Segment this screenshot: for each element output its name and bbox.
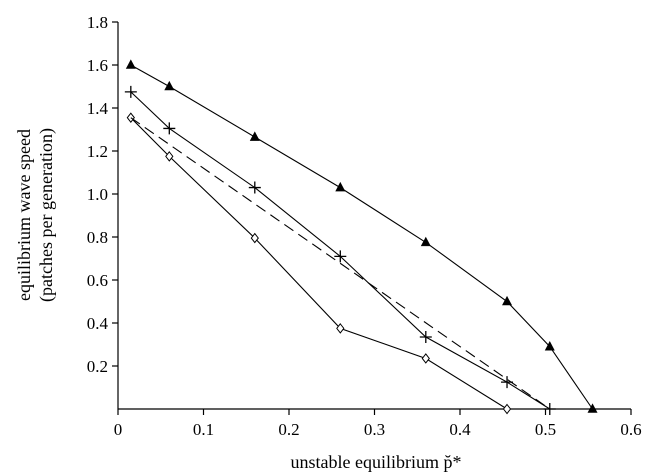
y-tick-label: 1.4 xyxy=(87,99,109,118)
triangle-marker xyxy=(502,295,513,306)
series-layer xyxy=(124,59,598,415)
series-line xyxy=(130,117,508,410)
diamond-marker xyxy=(502,403,512,415)
y-tick-label: 0.6 xyxy=(87,271,108,290)
x-axis-title: unstable equilibrium p̆* xyxy=(291,452,462,472)
plus-marker xyxy=(124,85,137,98)
series-line xyxy=(130,117,551,410)
y-axis-subtitle: (patches per generation) xyxy=(36,128,57,302)
x-tick-label: 0.2 xyxy=(278,420,299,439)
diamond-marker xyxy=(250,232,259,244)
y-tick-label: 1.2 xyxy=(87,142,108,161)
y-tick-label: 1.8 xyxy=(87,13,108,32)
y-axis-title: equilibrium wave speed xyxy=(14,129,34,301)
triangle-marker xyxy=(544,341,555,351)
y-tick-label: 1.0 xyxy=(87,185,108,204)
y-tick-label: 0.4 xyxy=(87,314,109,333)
plus-marker xyxy=(248,181,261,194)
y-tick-label: 1.6 xyxy=(87,56,108,75)
series-line xyxy=(130,64,593,410)
triangle-marker xyxy=(125,59,136,69)
x-tick-label: 0.3 xyxy=(364,420,385,439)
x-tick-label: 0 xyxy=(114,420,123,439)
x-ticks: 0 0.1 0.2 0.3 0.4 0.5 0.6 xyxy=(114,409,642,439)
plus-marker xyxy=(163,122,176,135)
x-tick-label: 0.6 xyxy=(620,420,641,439)
y-tick-label: 0.2 xyxy=(87,357,108,376)
plus-marker xyxy=(334,250,347,263)
plus-marker xyxy=(419,330,432,343)
diamond-marker xyxy=(421,353,430,364)
x-tick-label: 0.5 xyxy=(535,420,556,439)
triangle-marker xyxy=(420,236,431,247)
axes xyxy=(117,22,631,410)
triangle-marker xyxy=(587,403,598,413)
triangle-marker xyxy=(249,131,260,141)
x-tick-label: 0.4 xyxy=(449,420,471,439)
x-tick-label: 0.1 xyxy=(193,420,214,439)
y-ticks: 0.2 0.4 0.6 0.8 1.0 1.2 1.4 1.6 1.8 xyxy=(87,13,118,376)
diamond-marker xyxy=(165,151,174,162)
triangle-marker xyxy=(335,181,346,192)
triangle-marker xyxy=(164,80,175,91)
y-tick-label: 0.8 xyxy=(87,228,108,247)
diamond-marker xyxy=(336,323,345,334)
